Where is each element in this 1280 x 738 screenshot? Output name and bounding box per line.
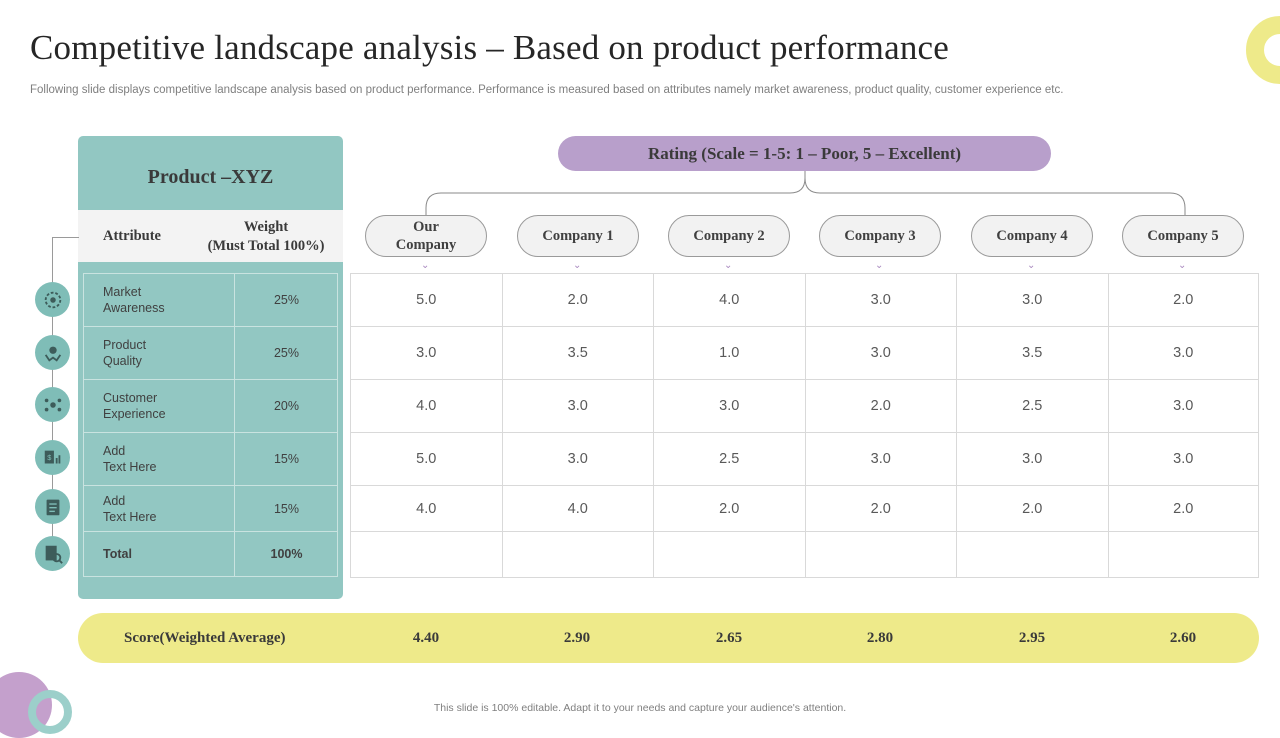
rating-cell: 1.0 <box>653 326 806 380</box>
company-header: Company 2 <box>668 215 790 257</box>
weight-value: 25% <box>273 293 300 307</box>
product-title: Product –XYZ <box>147 166 274 188</box>
rating-cell: 3.0 <box>350 326 503 380</box>
rating-cell: 2.0 <box>501 273 654 327</box>
chevron-down-icon: ⌄ <box>1178 260 1187 271</box>
rating-cell: 3.0 <box>501 379 654 433</box>
attribute-label: Customer Experience <box>103 391 166 421</box>
weight-value: 100% <box>270 547 303 561</box>
rating-cell: 3.0 <box>1107 379 1259 433</box>
connector-line <box>52 237 79 238</box>
slide-subtitle: Following slide displays competitive lan… <box>30 84 1064 96</box>
weight-column-header: Weight (Must Total 100%) <box>207 219 325 254</box>
chevron-down-icon: ⌄ <box>1027 260 1036 271</box>
footer-note: This slide is 100% editable. Adapt it to… <box>433 702 847 714</box>
rating-cell: 3.0 <box>1107 326 1259 380</box>
attribute-row: Customer Experience 20% <box>83 379 338 432</box>
attribute-cell: Market Awareness <box>84 274 235 326</box>
company-header: Company 4 <box>971 215 1093 257</box>
rating-cell: 2.5 <box>653 432 806 486</box>
score-label: Score(Weighted Average) <box>124 630 286 646</box>
attribute-row: Total 100% <box>83 531 338 577</box>
weight-value: 20% <box>273 399 300 413</box>
rating-cell <box>350 531 503 578</box>
attribute-label: Add Text Here <box>103 444 157 474</box>
attribute-cell: Customer Experience <box>84 380 235 432</box>
rating-cell: 2.0 <box>1107 485 1259 532</box>
score-value: 2.80 <box>866 630 894 646</box>
score-band <box>78 613 1259 663</box>
rating-cell: 3.0 <box>804 273 957 327</box>
score-value: 2.60 <box>1169 630 1197 646</box>
ratings-grid: 5.0 2.0 4.0 3.0 3.0 2.0 3.0 3.5 1.0 3.0 3.5 3.0 4.0 3… <box>350 273 1259 578</box>
rating-cell: 3.0 <box>804 326 957 380</box>
rating-cell: 2.0 <box>804 485 957 532</box>
attribute-cell: Total <box>84 532 235 576</box>
rating-cell: 3.0 <box>956 273 1109 327</box>
attribute-label: Total <box>103 547 132 561</box>
attribute-header-band <box>78 210 343 262</box>
attribute-label: Add Text Here <box>103 493 157 524</box>
score-value: 2.95 <box>1018 630 1046 646</box>
rating-cell: 3.0 <box>956 432 1109 486</box>
rating-cell <box>501 531 654 578</box>
weight-value: 25% <box>273 346 300 360</box>
attribute-label: Product Quality <box>103 338 147 368</box>
score-value: 2.90 <box>563 630 591 646</box>
rating-cell <box>804 531 957 578</box>
weight-value: 15% <box>273 452 300 466</box>
score-value: 2.65 <box>715 630 743 646</box>
rating-cell: 5.0 <box>350 432 503 486</box>
rating-cell: 3.5 <box>956 326 1109 380</box>
slide-title: Competitive landscape analysis – Based o… <box>30 28 950 67</box>
target-gear-icon <box>35 282 70 317</box>
customer-network-icon <box>35 387 70 422</box>
attribute-cell: Product Quality <box>84 327 235 379</box>
chevron-down-icon: ⌄ <box>421 260 430 271</box>
rating-cell: 2.0 <box>804 379 957 433</box>
svg-text:$: $ <box>47 452 51 461</box>
rating-cell <box>1107 531 1259 578</box>
attribute-row: Add Text Here 15% <box>83 485 338 531</box>
weight-value: 15% <box>273 501 300 516</box>
rating-cell: 4.0 <box>501 485 654 532</box>
company-header: Company 5 <box>1122 215 1244 257</box>
rating-cell: 2.0 <box>653 485 806 532</box>
company-header: Our Company <box>365 215 487 257</box>
company-header: Company 1 <box>517 215 639 257</box>
rating-cell: 4.0 <box>350 485 503 532</box>
rating-cell: 3.0 <box>501 432 654 486</box>
decorative-ring <box>1246 16 1280 84</box>
rating-cell: 4.0 <box>350 379 503 433</box>
chevron-down-icon: ⌄ <box>724 260 733 271</box>
report-search-icon <box>35 536 70 571</box>
chevron-down-icon: ⌄ <box>875 260 884 271</box>
attribute-label: Market Awareness <box>103 285 165 315</box>
hands-quality-icon <box>35 335 70 370</box>
attribute-row: Market Awareness 25% <box>83 273 338 326</box>
rating-cell: 3.0 <box>804 432 957 486</box>
rating-cell: 3.0 <box>1107 432 1259 486</box>
attribute-row: Product Quality 25% <box>83 326 338 379</box>
dollar-chart-icon: $ <box>35 440 70 475</box>
rating-cell <box>956 531 1109 578</box>
rating-cell <box>653 531 806 578</box>
score-value: 4.40 <box>412 630 440 646</box>
chevron-down-icon: ⌄ <box>573 260 582 271</box>
attribute-cell: Add Text Here <box>84 486 235 531</box>
rating-cell: 2.0 <box>956 485 1109 532</box>
rating-cell: 5.0 <box>350 273 503 327</box>
company-header: Company 3 <box>819 215 941 257</box>
rating-cell: 3.0 <box>653 379 806 433</box>
rating-cell: 2.5 <box>956 379 1109 433</box>
attribute-row: Add Text Here 15% <box>83 432 338 485</box>
rating-cell: 2.0 <box>1107 273 1259 327</box>
attribute-cell: Add Text Here <box>84 433 235 485</box>
rating-connector-lines <box>425 170 1186 215</box>
rating-cell: 3.5 <box>501 326 654 380</box>
clipboard-icon <box>35 489 70 524</box>
rating-cell: 4.0 <box>653 273 806 327</box>
attribute-column-header: Attribute <box>103 228 161 244</box>
rating-scale-banner: Rating (Scale = 1-5: 1 – Poor, 5 – Excel… <box>558 136 1051 171</box>
